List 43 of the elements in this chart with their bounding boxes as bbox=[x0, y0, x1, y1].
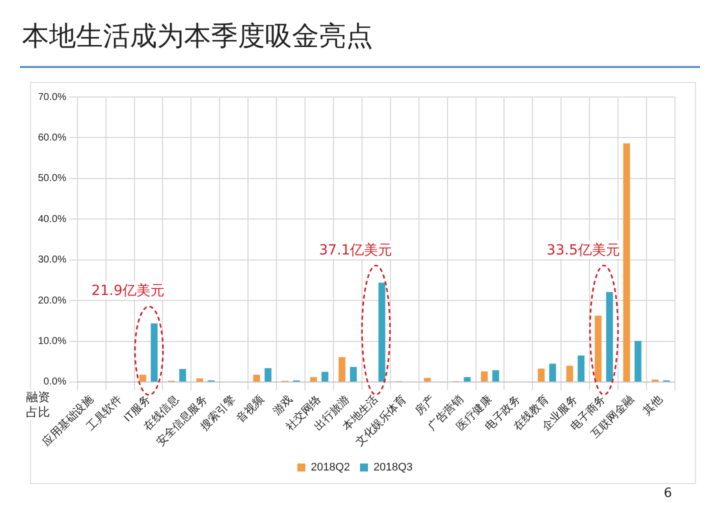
bar bbox=[549, 364, 556, 382]
y-tick-label: 60.0% bbox=[38, 132, 66, 144]
legend-label: 2018Q2 bbox=[310, 462, 350, 474]
y-tick-label: 70.0% bbox=[38, 92, 66, 103]
bar bbox=[480, 371, 488, 382]
x-tick-label: 游戏 bbox=[270, 392, 296, 418]
bar bbox=[338, 357, 346, 382]
bar bbox=[492, 370, 500, 382]
bar bbox=[139, 374, 146, 382]
bar bbox=[464, 377, 471, 382]
bar bbox=[253, 374, 260, 382]
bar bbox=[424, 378, 431, 382]
y-tick-label: 20.0% bbox=[38, 295, 66, 306]
annotation: 33.5亿美元 bbox=[546, 242, 620, 258]
x-tick-label: 音视频 bbox=[234, 392, 267, 426]
x-tick-label: 其他 bbox=[640, 392, 666, 418]
legend-label: 2018Q3 bbox=[374, 462, 413, 474]
bar bbox=[350, 366, 357, 382]
y-tick-label: 30.0% bbox=[38, 254, 66, 266]
text: 6 bbox=[664, 486, 672, 501]
y-axis-title: 融资占比 bbox=[26, 390, 52, 420]
bar bbox=[566, 366, 574, 382]
bar bbox=[606, 292, 613, 382]
bar bbox=[264, 368, 272, 382]
bar bbox=[322, 372, 328, 382]
bar bbox=[150, 323, 158, 382]
y-tick-label: 40.0% bbox=[38, 214, 66, 225]
annotation: 21.9亿美元 bbox=[91, 283, 165, 300]
bar bbox=[378, 282, 386, 382]
y-tick-label: 0.0% bbox=[44, 376, 66, 388]
bar bbox=[196, 378, 204, 382]
bar bbox=[538, 368, 545, 382]
bar bbox=[310, 377, 317, 382]
annotation: 37.1亿美元 bbox=[319, 242, 392, 258]
chart-title: 本地生活成为本季度吸金亮点 bbox=[22, 20, 373, 54]
x-tick-label: 房产 bbox=[412, 392, 438, 418]
y-tick-label: 50.0% bbox=[38, 173, 66, 184]
bar bbox=[634, 340, 642, 382]
bar bbox=[179, 368, 186, 382]
y-tick-label: 10.0% bbox=[38, 336, 66, 348]
bar bbox=[623, 143, 630, 382]
bar bbox=[594, 316, 602, 382]
bar bbox=[578, 356, 584, 382]
